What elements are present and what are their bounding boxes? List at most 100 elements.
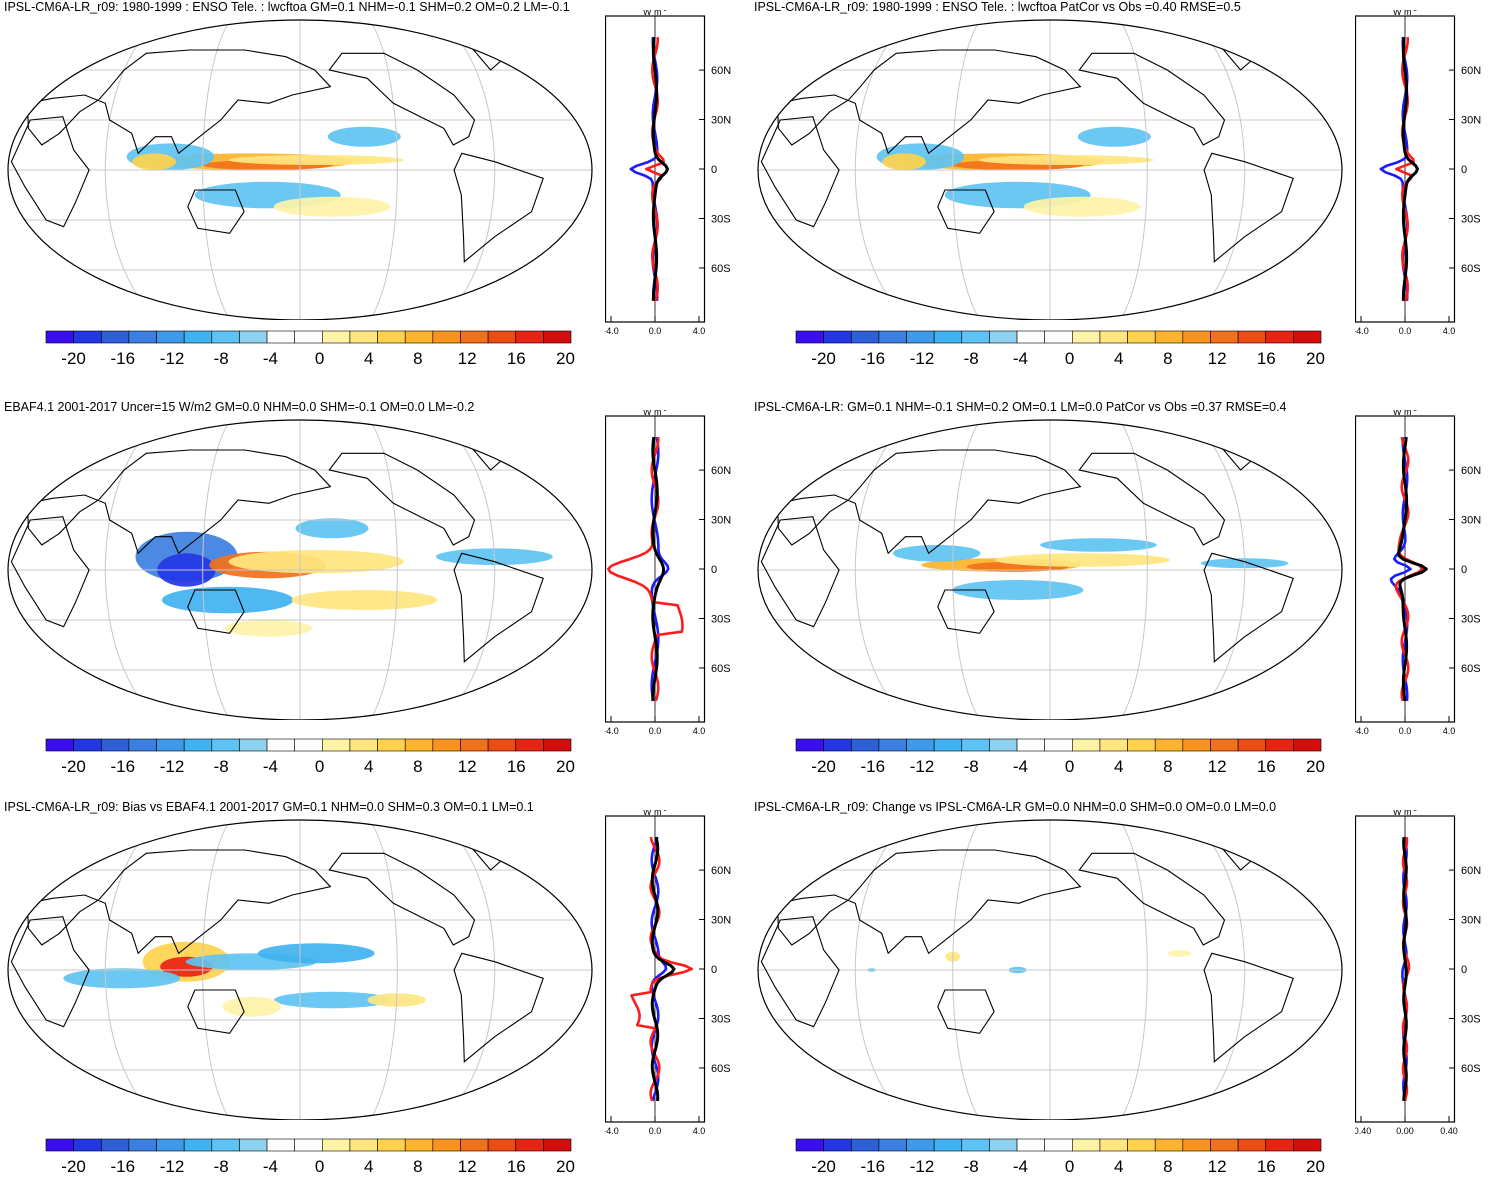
colorbar-swatch: [878, 738, 907, 752]
colorbar-swatch: [1237, 1138, 1267, 1152]
colorbar-swatch: [45, 1138, 74, 1152]
coastline: [468, 32, 511, 71]
profile-series-line: [1397, 436, 1428, 702]
map-panel-4: IPSL-CM6A-LR: GM=0.1 NHM=-0.1 SHM=0.2 OM…: [750, 400, 1489, 788]
colorbar-label: -8: [214, 349, 229, 368]
colorbar-swatch: [1099, 1138, 1128, 1152]
colorbar-swatch: [322, 1138, 351, 1152]
profile-x-tick-label: 0.40: [1440, 1126, 1458, 1136]
colorbar-label: -8: [214, 757, 229, 776]
profile-unit: W m-2: [643, 10, 667, 17]
colorbar-swatch: [823, 1138, 852, 1152]
profile-x-tick-label: 0.0: [649, 1126, 662, 1136]
map-panel-3: EBAF4.1 2001-2017 Uncer=15 W/m2 GM=0.0 N…: [0, 400, 740, 788]
profile-x-tick-label: 4.0: [693, 726, 706, 736]
map-border: [7, 19, 593, 320]
colorbar-label: -20: [61, 349, 86, 368]
colorbar-swatch: [1099, 330, 1128, 344]
coastline: [776, 449, 1082, 555]
coastline: [453, 152, 544, 263]
colorbar-label: 20: [1306, 349, 1325, 368]
colorbar-swatch: [294, 1138, 323, 1152]
coastline: [1218, 432, 1261, 471]
colorbar-swatch: [377, 738, 406, 752]
colorbar-swatch: [1154, 1138, 1184, 1152]
lat-tick-label: 30S: [1461, 213, 1481, 225]
colorbar-swatch: [294, 738, 323, 752]
coastline: [328, 52, 476, 146]
colorbar-swatch: [515, 738, 544, 752]
colorbar-label: 20: [556, 349, 575, 368]
profile-series-line: [650, 836, 676, 1101]
profile-series-line: [650, 436, 670, 702]
longitude-gridline: [202, 420, 231, 720]
colorbar-swatch: [128, 738, 157, 752]
profile-series-line: [1394, 37, 1416, 302]
colorbar-swatch: [45, 738, 74, 752]
panel-title: IPSL-CM6A-LR_r09: Change vs IPSL-CM6A-LR…: [754, 800, 1277, 814]
zonal-mean-profile: W m-2 60N 30N 0 30S 60S -4.0 0.0 4.0: [1355, 10, 1481, 336]
colorbar-swatch: [460, 330, 489, 344]
lat-tick-label: 0: [1461, 564, 1467, 576]
lat-tick-label: 30N: [711, 915, 731, 927]
profile-unit: W m-2: [1393, 410, 1417, 417]
colorbar-swatch: [487, 738, 517, 752]
colorbar-swatch: [1210, 1138, 1239, 1152]
colorbar-swatch: [1016, 738, 1045, 752]
profile-series-line: [1401, 36, 1419, 301]
longitude-gridline: [952, 20, 981, 320]
lat-tick-label: 30S: [711, 613, 731, 625]
profile-series-line: [1389, 437, 1412, 701]
colorbar-swatch: [211, 1138, 240, 1152]
longitude-gridline: [439, 420, 496, 720]
colorbar: -20 -16 -12 -8 -4 0 4 8 12 16 20: [45, 330, 575, 368]
profile-x-tick-label: -4.0: [605, 1126, 619, 1136]
anomaly-region: [1023, 196, 1141, 217]
anomaly-region: [892, 545, 981, 562]
colorbar-label: -16: [861, 757, 886, 776]
colorbar-label: 16: [507, 349, 526, 368]
colorbar-swatch: [878, 1138, 907, 1152]
anomaly-region: [257, 943, 375, 964]
colorbar-swatch: [515, 330, 544, 344]
colorbar-label: -12: [910, 1157, 935, 1176]
colorbar-label: -20: [811, 757, 836, 776]
longitude-gridline: [1119, 20, 1148, 320]
colorbar: -20 -16 -12 -8 -4 0 4 8 12 16 20: [795, 330, 1325, 368]
colorbar-swatch: [1072, 738, 1101, 752]
colorbar-label: -16: [111, 1157, 136, 1176]
coastline: [937, 189, 995, 234]
colorbar-swatch: [183, 1138, 213, 1152]
colorbar-label: 20: [556, 757, 575, 776]
lat-tick-label: 60N: [1461, 465, 1481, 477]
colorbar-swatch: [1293, 330, 1322, 344]
coastline: [1203, 552, 1294, 663]
colorbar-swatch: [1237, 738, 1267, 752]
colorbar-swatch: [906, 1138, 935, 1152]
colorbar-label: 0: [315, 757, 324, 776]
lat-tick-label: 60N: [1461, 65, 1481, 77]
coastline: [26, 849, 332, 955]
colorbar-swatch: [322, 738, 351, 752]
colorbar-swatch: [850, 738, 880, 752]
profile-unit: W m-2: [1393, 10, 1417, 17]
colorbar-swatch: [989, 1138, 1018, 1152]
longitude-gridline: [1189, 820, 1246, 1120]
zonal-mean-profile: W m-2 60N 30N 0 30S 60S -4.0 0.0 4.0: [605, 810, 731, 1136]
longitude-gridline: [1189, 20, 1246, 320]
colorbar-swatch: [1072, 330, 1101, 344]
longitude-gridline: [439, 820, 496, 1120]
coastline: [776, 49, 1082, 155]
colorbar-swatch: [73, 1138, 102, 1152]
lat-tick-label: 30S: [711, 1013, 731, 1025]
colorbar-swatch: [128, 330, 157, 344]
colorbar-swatch: [432, 1138, 461, 1152]
colorbar-swatch: [73, 738, 102, 752]
anomaly-region: [295, 518, 369, 539]
colorbar-swatch: [239, 1138, 268, 1152]
longitude-gridline: [369, 820, 398, 1120]
profile-series-line: [1402, 836, 1408, 1101]
lat-tick-label: 0: [711, 964, 717, 976]
colorbar-swatch: [156, 738, 185, 752]
coastline: [776, 849, 1082, 955]
